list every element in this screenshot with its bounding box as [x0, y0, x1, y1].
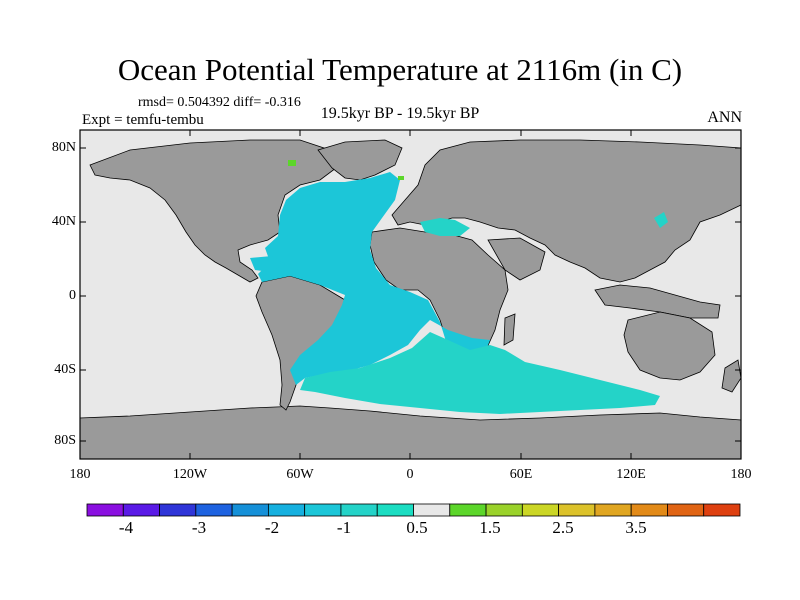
colorbar-swatch	[449, 503, 487, 517]
colorbar-swatch	[267, 503, 306, 517]
mediterranean-anomaly	[420, 218, 470, 236]
colorbar-swatch	[558, 503, 596, 517]
madagascar-land	[503, 313, 516, 346]
colorbar-label: -2	[264, 518, 280, 537]
map-title: Ocean Potential Temperature at 2116m (in…	[117, 52, 683, 87]
colorbar-swatch	[413, 503, 451, 517]
colorbar-swatch	[594, 503, 632, 517]
colorbar-label: 0.5	[406, 518, 428, 537]
colorbar-label: -1	[336, 518, 352, 537]
colorbar-swatch	[86, 503, 124, 517]
colorbar-swatch	[122, 503, 160, 517]
rmsd-diff-stats: rmsd= 0.504392 diff= -0.316	[138, 95, 301, 110]
period-label: 19.5kyr BP - 19.5kyr BP	[320, 105, 480, 122]
colorbar-swatch	[231, 503, 269, 517]
colorbar-swatch	[340, 503, 378, 517]
new-zealand-land	[721, 359, 742, 393]
arctic-positive-patch	[288, 160, 296, 166]
arabia-land	[487, 237, 546, 281]
lon-label-60w: 60W	[286, 467, 314, 482]
colorbar	[86, 503, 741, 517]
colorbar-swatch	[304, 503, 342, 517]
colorbar-swatch	[195, 503, 233, 517]
lat-label-0: 0	[69, 288, 76, 303]
lat-label-40n: 40N	[51, 214, 76, 229]
colorbar-label: 2.5	[552, 518, 574, 537]
lat-label-80n: 80N	[51, 140, 76, 155]
lat-label-40s: 40S	[54, 362, 76, 377]
lon-label-0: 0	[406, 467, 414, 482]
colorbar-label: -4	[118, 518, 134, 537]
colorbar-swatch	[376, 503, 414, 517]
australia-land	[623, 311, 716, 381]
lon-label-180w: 180	[69, 467, 91, 482]
maritime-continent-land	[594, 284, 721, 319]
colorbar-swatch	[159, 503, 197, 517]
southern-ocean-anomaly	[300, 332, 660, 414]
colorbar-label: -3	[191, 518, 207, 537]
colorbar-swatch	[703, 503, 741, 517]
japan-sea-anomaly	[654, 212, 668, 228]
eurasia-land	[391, 139, 742, 283]
greenland-land	[317, 139, 403, 181]
caribbean-anomaly	[250, 256, 285, 272]
axis-ticks	[80, 130, 741, 459]
colorbar-swatch	[630, 503, 668, 517]
experiment-label: Expt = temfu-tembu	[82, 112, 204, 128]
lon-label-180e: 180	[730, 467, 752, 482]
antarctica-land	[79, 405, 742, 460]
south-america-land	[255, 275, 346, 411]
colorbar-swatch	[667, 503, 705, 517]
season-label: ANN	[707, 109, 742, 126]
lon-label-60e: 60E	[509, 467, 533, 482]
lat-label-80s: 80S	[54, 433, 76, 448]
colorbar-swatch	[485, 503, 523, 517]
nordic-positive-patch	[398, 176, 404, 180]
lon-label-120e: 120E	[616, 467, 646, 482]
colorbar-label: 3.5	[625, 518, 647, 537]
colorbar-swatch	[521, 503, 560, 517]
lon-label-120w: 120W	[172, 467, 208, 482]
colorbar-label: 1.5	[479, 518, 501, 537]
atlantic-anomaly-field	[258, 172, 490, 385]
